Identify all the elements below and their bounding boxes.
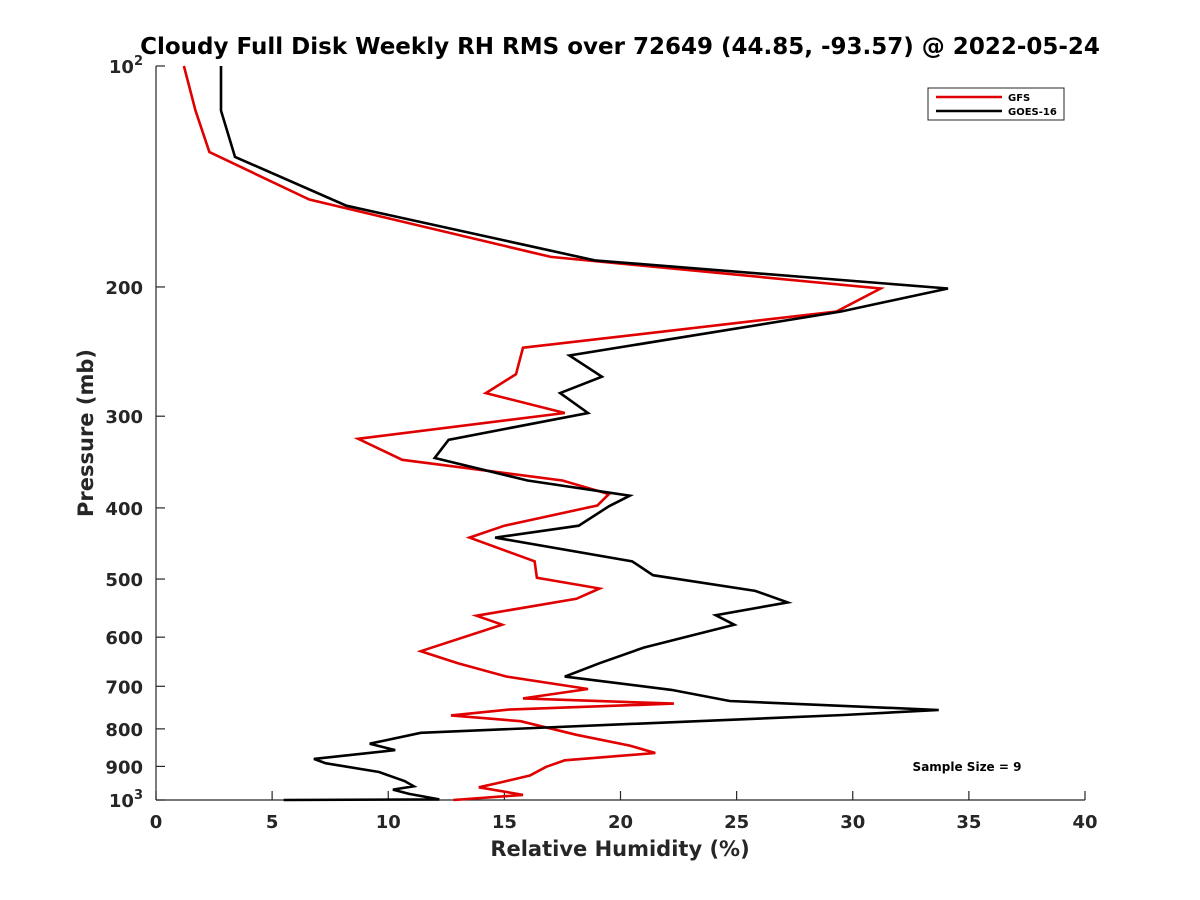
y-tick-label-base: 10 — [109, 57, 134, 78]
y-tick-label: 900 — [105, 757, 143, 778]
chart-title: Cloudy Full Disk Weekly RH RMS over 7264… — [140, 34, 1100, 60]
y-tick-label-base: 900 — [105, 757, 143, 778]
x-axis-ticks: 0 5 10 15 20 25 30 35 40 — [150, 791, 1098, 833]
y-axis-label: Pressure (mb) — [74, 349, 98, 517]
y-tick-label: 700 — [105, 677, 143, 698]
legend-label-goes-16: GOES-16 — [1008, 107, 1057, 118]
y-tick-label: 300 — [105, 407, 143, 428]
sample-size-annotation: Sample Size = 9 — [913, 760, 1022, 774]
x-tick-label: 40 — [1072, 812, 1097, 833]
x-axis-label: Relative Humidity (%) — [490, 837, 749, 861]
y-tick-label: 200 — [105, 278, 143, 299]
legend-label-gfs: GFS — [1008, 93, 1030, 104]
x-tick-label: 10 — [376, 812, 401, 833]
y-tick-label-base: 800 — [105, 720, 143, 741]
y-tick-label-base: 600 — [105, 628, 143, 649]
y-tick-label-base: 300 — [105, 407, 143, 428]
y-tick-label-base: 400 — [105, 499, 143, 520]
y-tick-label-exponent: 2 — [134, 54, 143, 69]
y-tick-label: 500 — [105, 570, 143, 591]
x-tick-label: 5 — [266, 812, 279, 833]
series-layer — [182, 65, 949, 802]
x-tick-label: 25 — [724, 812, 749, 833]
legend-box — [927, 87, 1065, 121]
legend: GFS GOES-16 — [927, 87, 1065, 121]
y-tick-label-base: 10 — [109, 791, 134, 812]
y-tick-label-base: 700 — [105, 677, 143, 698]
y-tick-label-base: 500 — [105, 570, 143, 591]
y-tick-label: 103 — [109, 788, 143, 812]
x-tick-label: 20 — [608, 812, 633, 833]
y-tick-label: 102 — [109, 54, 143, 78]
y-tick-label-base: 200 — [105, 278, 143, 299]
series-line-gfs — [182, 65, 886, 802]
x-tick-label: 15 — [492, 812, 517, 833]
plot-area: 0 5 10 15 20 25 30 35 40 10220030040050060070080… — [105, 54, 1097, 833]
y-tick-label: 600 — [105, 628, 143, 649]
y-tick-label: 400 — [105, 499, 143, 520]
x-tick-label: 0 — [150, 812, 163, 833]
x-tick-label: 35 — [956, 812, 981, 833]
y-tick-label: 800 — [105, 720, 143, 741]
series-line-goes-16 — [219, 66, 949, 802]
y-tick-label-exponent: 3 — [134, 788, 143, 803]
x-tick-label: 30 — [840, 812, 865, 833]
